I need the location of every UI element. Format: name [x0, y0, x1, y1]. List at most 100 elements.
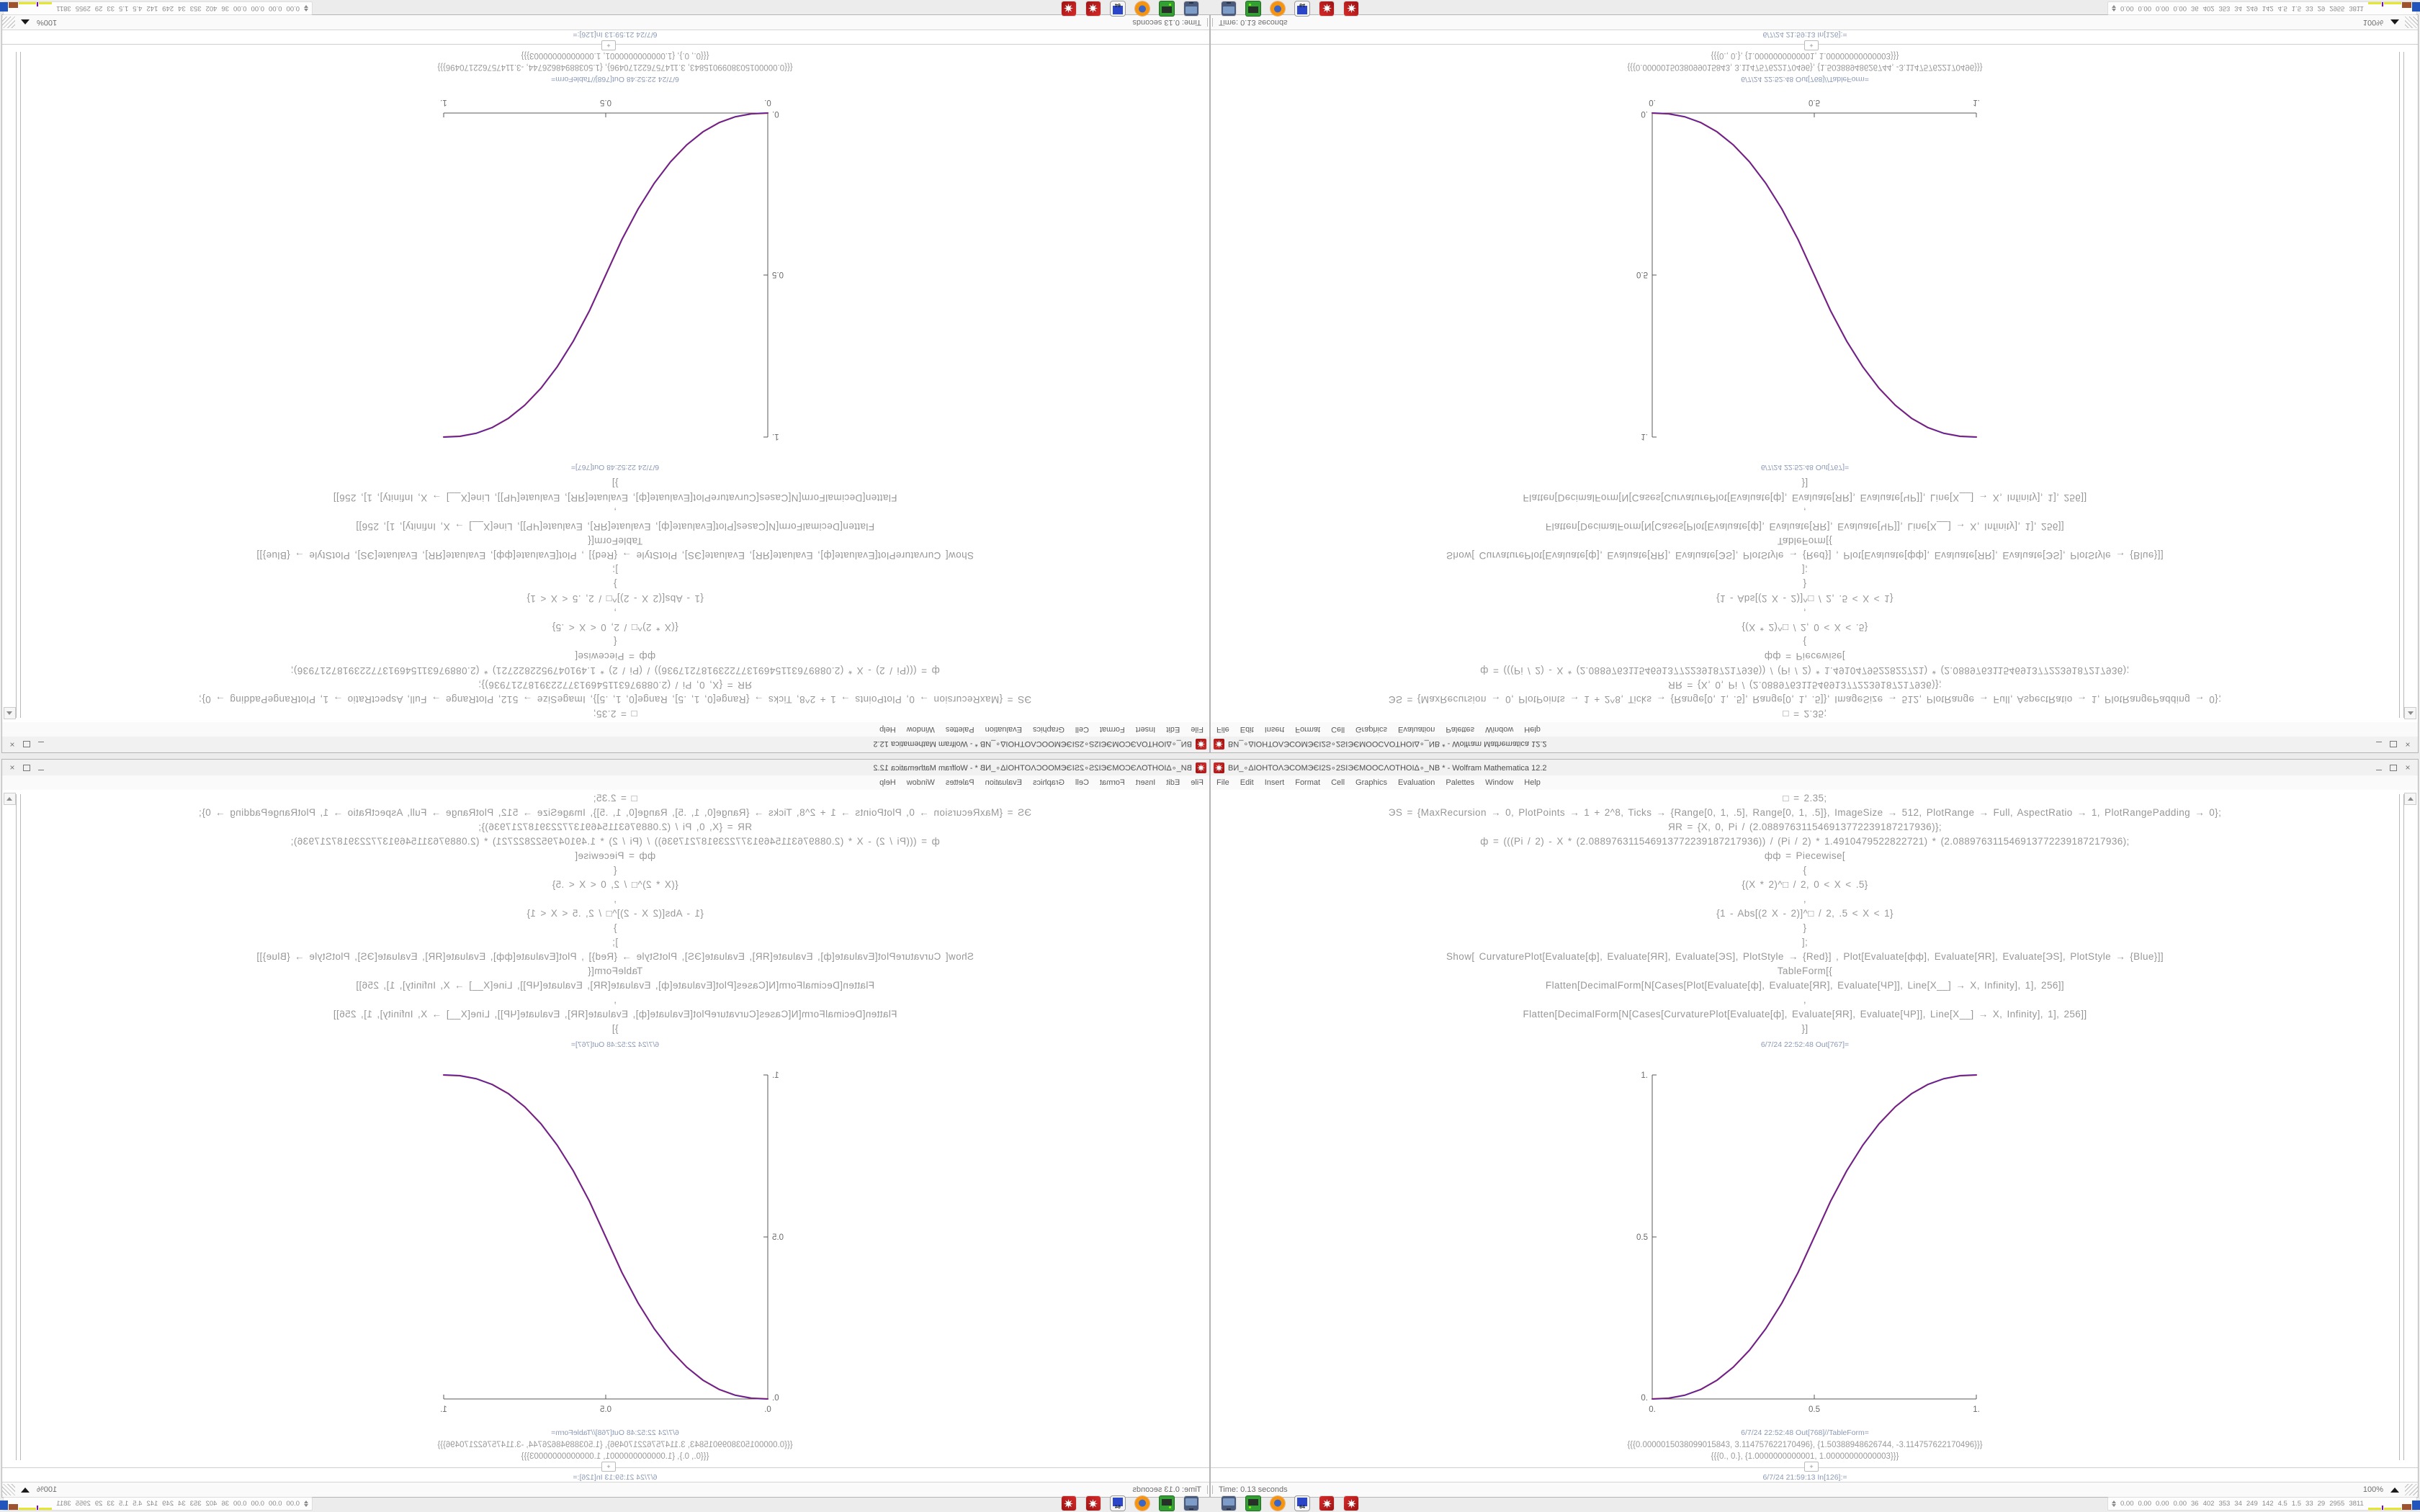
menu-evaluation[interactable]: Evaluation: [985, 778, 1022, 787]
code-line[interactable]: ф = (((Pi / 2) - X * (2.0889763115469137…: [290, 665, 940, 676]
minimize-button[interactable]: [34, 739, 48, 750]
cell-bracket[interactable]: [2403, 52, 2404, 718]
zoom-selector-icon[interactable]: [21, 1487, 30, 1493]
code-line[interactable]: }]: [611, 478, 619, 489]
notebook-content[interactable]: □ = 2.35; ЭS = {MaxRecursion → 0, PlotPoi…: [1211, 790, 2418, 1484]
display-settings-icon[interactable]: [1184, 1, 1198, 16]
mathematica-icon[interactable]: [1086, 1, 1101, 16]
code-line[interactable]: ,: [1803, 608, 1807, 618]
chevron-updown-icon[interactable]: [2112, 1500, 2116, 1507]
menu-window[interactable]: Window: [906, 778, 935, 787]
code-line[interactable]: ф = (((Pi / 2) - X * (2.0889763115469137…: [1480, 665, 2130, 676]
zoom-level[interactable]: 100%: [2362, 1485, 2383, 1494]
menu-palettes[interactable]: Palettes: [1446, 725, 1475, 734]
code-line[interactable]: ];: [611, 937, 619, 948]
code-line[interactable]: {1 - Abs[(2 X - 2)]^□ / 2, .5 < X < 1}: [526, 593, 704, 604]
code-line[interactable]: ЭS = {MaxRecursion → 0, PlotPoints → 1 +…: [198, 807, 1032, 818]
code-line[interactable]: ,: [613, 994, 617, 1005]
code-line[interactable]: }: [613, 579, 617, 590]
disk-utility-icon[interactable]: [1246, 1, 1260, 16]
resize-grip[interactable]: [2405, 1484, 2418, 1495]
mathematica-icon-2[interactable]: [1344, 1, 1358, 16]
code-line[interactable]: {1 - Abs[(2 X - 2)]^□ / 2, .5 < X < 1}: [1716, 593, 1894, 604]
code-line[interactable]: {1 - Abs[(2 X - 2)]^□ / 2, .5 < X < 1}: [1716, 908, 1894, 919]
menu-format[interactable]: Format: [1295, 778, 1321, 787]
menu-cell[interactable]: Cell: [1075, 778, 1089, 787]
floppy-64-icon[interactable]: 64: [1295, 1, 1309, 16]
code-line[interactable]: ЯR = {X, 0, Pi / (2.08897631154691377223…: [1667, 822, 1942, 832]
code-line[interactable]: Show[ CurvaturePlot[Evaluate[ф], Evaluat…: [1446, 550, 2164, 561]
resize-grip[interactable]: [2405, 17, 2418, 28]
code-line[interactable]: Flatten[DecimalForm[N[Cases[Plot[Evaluat…: [355, 521, 875, 532]
code-line[interactable]: {: [613, 636, 617, 647]
menu-palettes[interactable]: Palettes: [945, 725, 974, 734]
zoom-selector-icon[interactable]: [2390, 19, 2399, 25]
code-line[interactable]: ЯR = {X, 0, Pi / (2.08897631154691377223…: [478, 822, 753, 832]
menu-graphics[interactable]: Graphics: [1355, 725, 1388, 734]
code-line[interactable]: ,: [613, 507, 617, 518]
code-line[interactable]: Flatten[DecimalForm[N[Cases[Plot[Evaluat…: [1545, 521, 2065, 532]
code-line[interactable]: {1 - Abs[(2 X - 2)]^□ / 2, .5 < X < 1}: [526, 908, 704, 919]
scroll-up-button[interactable]: [4, 707, 16, 719]
close-button[interactable]: ×: [9, 739, 15, 750]
menu-graphics[interactable]: Graphics: [1032, 778, 1065, 787]
maximize-button[interactable]: [2386, 739, 2401, 750]
close-button[interactable]: ×: [2405, 762, 2411, 773]
cell-bracket[interactable]: [2399, 52, 2400, 718]
menu-format[interactable]: Format: [1099, 778, 1125, 787]
resize-grip[interactable]: [2, 17, 15, 28]
menu-cell[interactable]: Cell: [1331, 725, 1345, 734]
code-line[interactable]: фф = Piecewise[: [1764, 850, 1846, 861]
menu-file[interactable]: File: [1191, 778, 1204, 787]
code-line[interactable]: Flatten[DecimalForm[N[Cases[Plot[Evaluat…: [1545, 980, 2065, 991]
menu-format[interactable]: Format: [1099, 725, 1125, 734]
menu-evaluation[interactable]: Evaluation: [1398, 725, 1435, 734]
insert-cell-button[interactable]: +: [601, 1462, 616, 1472]
menu-window[interactable]: Window: [1485, 725, 1514, 734]
menu-graphics[interactable]: Graphics: [1032, 725, 1065, 734]
floppy-64-icon[interactable]: 64: [1295, 1496, 1309, 1511]
menu-graphics[interactable]: Graphics: [1355, 778, 1388, 787]
disk-utility-icon[interactable]: [1160, 1, 1174, 16]
title-bar[interactable]: ВИ_∘ΔІОНТОΛЭСОМЭЄІ2S∘2SІЭЄМООСΛОТНОІΔ∘_N…: [2, 760, 1209, 776]
mathematica-icon-2[interactable]: [1062, 1496, 1076, 1511]
menu-format[interactable]: Format: [1295, 725, 1321, 734]
code-line[interactable]: □ = 2.35;: [1783, 708, 1827, 719]
code-line[interactable]: фф = Piecewise[: [1764, 651, 1846, 662]
code-line[interactable]: }: [613, 922, 617, 933]
scroll-up-button[interactable]: [2404, 707, 2416, 719]
code-line[interactable]: ЭS = {MaxRecursion → 0, PlotPoints → 1 +…: [1388, 694, 2222, 705]
menu-window[interactable]: Window: [906, 725, 935, 734]
code-line[interactable]: □ = 2.35;: [1783, 793, 1827, 804]
menu-palettes[interactable]: Palettes: [1446, 778, 1475, 787]
code-line[interactable]: }]: [1801, 1023, 1809, 1034]
title-bar[interactable]: ВИ_∘ΔІОНТОΛЭСОМЭЄІ2S∘2SІЭЄМООСΛОТНОІΔ∘_N…: [1211, 760, 2418, 776]
code-line[interactable]: TableForm[{: [587, 966, 643, 976]
code-line[interactable]: Flatten[DecimalForm[N[Cases[CurvaturePlo…: [1523, 492, 2087, 503]
code-line[interactable]: ЯR = {X, 0, Pi / (2.08897631154691377223…: [1667, 680, 1942, 690]
code-line[interactable]: Flatten[DecimalForm[N[Cases[Plot[Evaluat…: [355, 980, 875, 991]
mathematica-icon[interactable]: [1319, 1, 1334, 16]
code-line[interactable]: ,: [613, 608, 617, 618]
code-line[interactable]: {(X * 2)^□ / 2, 0 < X < .5}: [552, 622, 678, 633]
code-line[interactable]: ЭS = {MaxRecursion → 0, PlotPoints → 1 +…: [198, 694, 1032, 705]
code-line[interactable]: □ = 2.35;: [593, 793, 637, 804]
display-settings-icon[interactable]: [1184, 1496, 1198, 1511]
code-line[interactable]: ф = (((Pi / 2) - X * (2.0889763115469137…: [290, 836, 940, 847]
menu-window[interactable]: Window: [1485, 778, 1514, 787]
code-line[interactable]: Show[ CurvaturePlot[Evaluate[ф], Evaluat…: [256, 951, 974, 962]
code-line[interactable]: {(X * 2)^□ / 2, 0 < X < .5}: [1742, 879, 1868, 890]
menu-edit[interactable]: Edit: [1240, 778, 1254, 787]
code-line[interactable]: }: [1803, 922, 1807, 933]
title-bar[interactable]: ВИ_∘ΔІОНТОΛЭСОМЭЄІ2S∘2SІЭЄМООСΛОТНОІΔ∘_N…: [1211, 736, 2418, 752]
code-line[interactable]: Show[ CurvaturePlot[Evaluate[ф], Evaluat…: [1446, 951, 2164, 962]
code-line[interactable]: ];: [611, 564, 619, 575]
code-line[interactable]: ,: [1803, 894, 1807, 904]
display-settings-icon[interactable]: [1222, 1496, 1236, 1511]
chevron-updown-icon[interactable]: [304, 5, 308, 12]
code-line[interactable]: ,: [1803, 994, 1807, 1005]
cell-bracket[interactable]: [16, 52, 17, 718]
menu-file[interactable]: File: [1216, 725, 1229, 734]
